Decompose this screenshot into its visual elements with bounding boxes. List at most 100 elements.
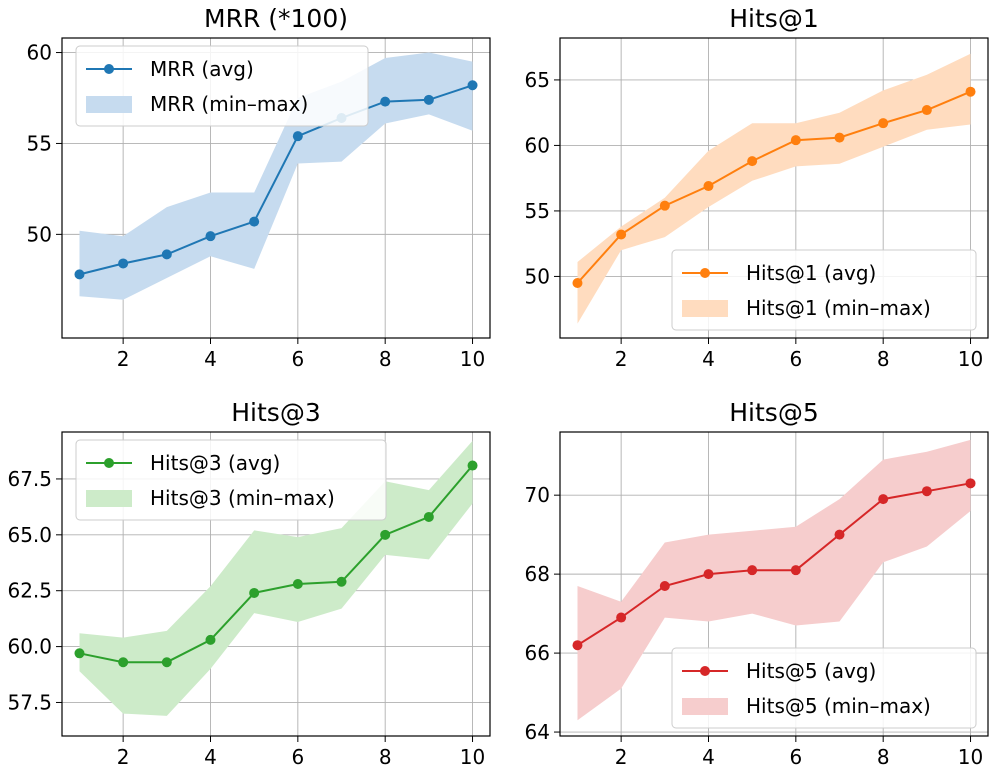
x-tick-label: 4 — [702, 347, 715, 371]
legend-marker-swatch — [104, 458, 114, 468]
legend-label-band: Hits@1 (min–max) — [746, 296, 931, 320]
avg-data-point — [205, 634, 216, 645]
avg-series-line — [576, 90, 971, 284]
y-tick-label: 60.0 — [7, 635, 52, 659]
avg-data-point — [380, 96, 391, 107]
x-tick-label: 6 — [789, 745, 802, 766]
avg-data-point — [965, 86, 976, 97]
y-tick-label: 60 — [525, 133, 550, 157]
chart-panel-1: 2 4 6 8 10 50 55 60 MRR (*100) MRR (avg) MRR (min–… — [27, 4, 491, 371]
avg-data-point — [572, 277, 583, 288]
avg-data-point — [467, 460, 478, 471]
x-tick-label: 8 — [379, 745, 392, 766]
y-tick-label: 68 — [525, 562, 550, 586]
avg-data-point — [616, 229, 627, 240]
legend-band-swatch — [682, 698, 728, 715]
legend-label-band: MRR (min–max) — [150, 92, 308, 116]
y-tick-label: 50 — [27, 222, 52, 246]
avg-data-point — [790, 565, 801, 576]
chart-panel-3: 2 4 6 8 10 57.5 60.0 62.5 65.0 67.5 Hits@3 Hits@3 (… — [7, 398, 491, 766]
avg-data-point — [572, 640, 583, 651]
avg-data-point — [616, 612, 627, 623]
y-tick-label: 65.0 — [7, 523, 52, 547]
avg-data-point — [249, 216, 260, 227]
x-tick-label: 10 — [460, 745, 485, 766]
legend-box — [75, 45, 369, 127]
avg-data-point — [921, 486, 932, 497]
legend: MRR (avg) MRR (min–max) — [75, 45, 369, 127]
avg-data-point — [834, 132, 845, 143]
avg-data-point — [161, 249, 172, 260]
min-max-band — [577, 439, 971, 721]
axes-frame — [559, 431, 989, 737]
avg-series-line — [576, 482, 971, 647]
legend-box — [671, 249, 977, 331]
avg-data-point — [380, 529, 391, 540]
x-tick-label: 4 — [204, 745, 217, 766]
y-tick-label: 65 — [525, 68, 550, 92]
avg-data-point — [703, 181, 714, 192]
x-tick-label: 6 — [291, 347, 304, 371]
avg-data-point — [118, 657, 129, 668]
x-tick-label: 10 — [460, 347, 485, 371]
x-tick-label: 4 — [204, 347, 217, 371]
avg-data-point — [878, 118, 889, 129]
y-tick-label: 62.5 — [7, 579, 52, 603]
avg-data-point — [74, 269, 85, 280]
y-tick-label: 55 — [525, 199, 550, 223]
legend-marker-swatch — [700, 268, 710, 278]
legend-box — [75, 439, 387, 521]
legend-box — [671, 647, 977, 729]
avg-data-point — [118, 258, 129, 269]
avg-data-point — [659, 580, 670, 591]
legend-band-swatch — [682, 300, 728, 317]
x-tick-label: 8 — [379, 347, 392, 371]
legend-band-swatch — [86, 490, 132, 507]
x-tick-label: 2 — [117, 347, 130, 371]
legend: Hits@3 (avg) Hits@3 (min–max) — [75, 439, 387, 521]
avg-data-point — [703, 569, 714, 580]
avg-data-point — [205, 231, 216, 242]
x-tick-label: 10 — [958, 745, 983, 766]
avg-data-point — [423, 511, 434, 522]
min-max-band — [79, 52, 473, 300]
legend-label-avg: Hits@3 (avg) — [150, 451, 280, 475]
y-tick-label: 50 — [525, 264, 550, 288]
chart-title: MRR (*100) — [204, 4, 348, 33]
chart-title: Hits@5 — [729, 398, 818, 427]
legend-label-band: Hits@5 (min–max) — [746, 694, 931, 718]
x-tick-label: 2 — [615, 745, 628, 766]
axes-frame — [61, 431, 491, 737]
avg-data-point — [834, 529, 845, 540]
y-tick-label: 55 — [27, 131, 52, 155]
avg-data-point — [747, 565, 758, 576]
chart-title: Hits@3 — [231, 398, 320, 427]
legend-label-avg: MRR (avg) — [150, 57, 254, 81]
y-tick-label: 67.5 — [7, 467, 52, 491]
avg-data-point — [747, 156, 758, 167]
y-tick-label: 66 — [525, 641, 550, 665]
avg-data-point — [659, 200, 670, 211]
avg-data-point — [336, 576, 347, 587]
avg-data-point — [292, 579, 303, 589]
legend-marker-swatch — [700, 666, 710, 676]
legend-band-swatch — [86, 96, 132, 113]
legend: Hits@5 (avg) Hits@5 (min–max) — [671, 647, 977, 729]
avg-data-point — [965, 478, 976, 489]
avg-data-point — [467, 80, 478, 91]
legend-label-avg: Hits@5 (avg) — [746, 659, 876, 683]
legend-label-avg: Hits@1 (avg) — [746, 261, 876, 285]
avg-data-point — [249, 587, 260, 598]
avg-data-point — [74, 648, 85, 659]
y-tick-label: 70 — [525, 483, 550, 507]
axes-frame — [559, 37, 989, 339]
x-tick-label: 6 — [291, 745, 304, 766]
avg-data-point — [292, 131, 303, 142]
avg-series-line — [79, 464, 474, 664]
x-tick-label: 10 — [958, 347, 983, 371]
avg-data-point — [161, 657, 172, 668]
x-tick-label: 8 — [877, 745, 890, 766]
